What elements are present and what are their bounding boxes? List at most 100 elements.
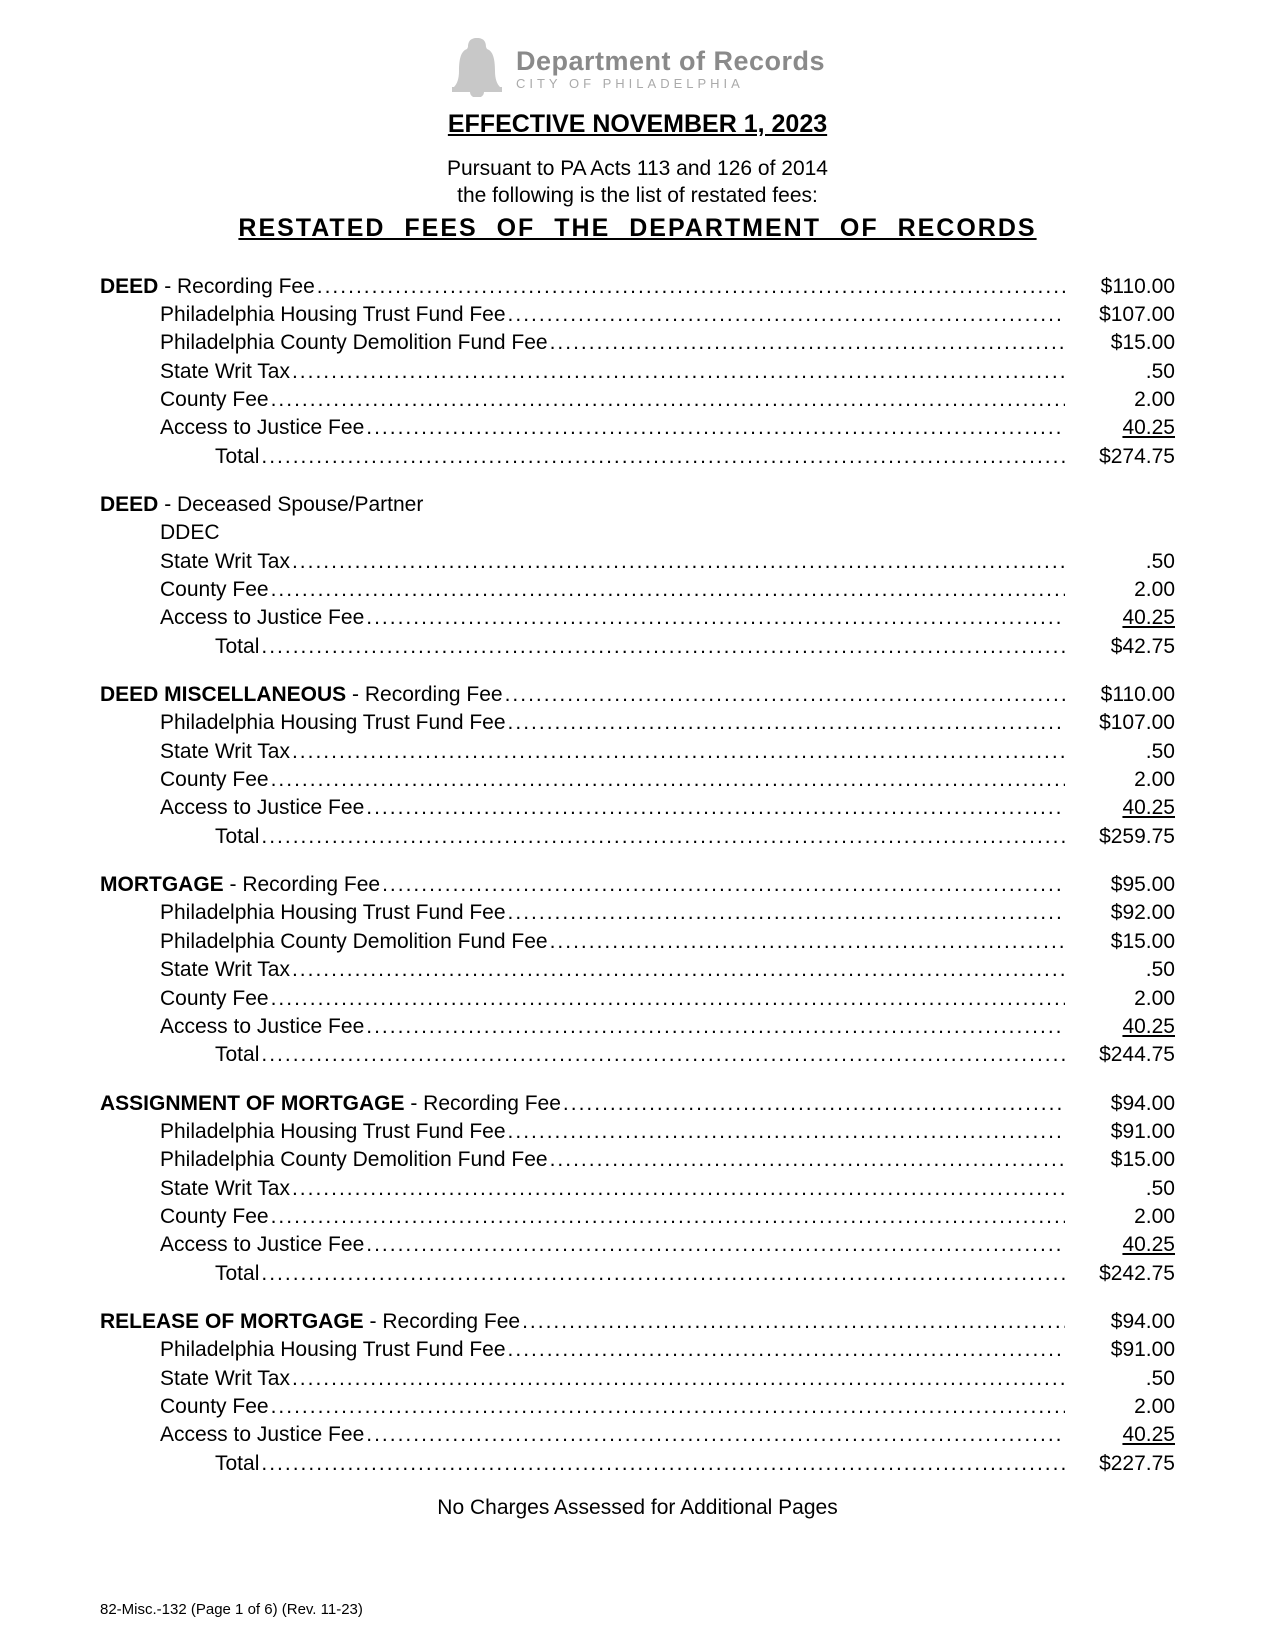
- dot-leader: [364, 1231, 1065, 1259]
- fee-row: County Fee 2.00: [100, 386, 1175, 414]
- section-head-bold: DEED: [100, 275, 158, 298]
- dot-leader: [548, 329, 1065, 357]
- fee-row: Access to Justice Fee40.25: [100, 414, 1175, 442]
- dot-leader: [290, 1175, 1065, 1203]
- fee-label: ASSIGNMENT OF MORTGAGE - Recording Fee: [100, 1090, 561, 1118]
- fee-label: DEED - Recording Fee: [100, 273, 315, 301]
- department-text-block: Department of Records CITY OF PHILADELPH…: [516, 48, 825, 90]
- fee-value: 40.25: [1065, 794, 1175, 822]
- fee-value: $15.00: [1065, 329, 1175, 357]
- fee-value: 2.00: [1065, 386, 1175, 414]
- fee-row: Access to Justice Fee 40.25: [100, 794, 1175, 822]
- total-label: Total: [215, 1041, 259, 1069]
- fee-row: Philadelphia County Demolition Fund Fee$…: [100, 1146, 1175, 1174]
- section-deed: DEED - Recording Fee $110.00 Philadelphi…: [100, 273, 1175, 471]
- dot-leader: [259, 443, 1065, 471]
- total-label: Total: [215, 443, 259, 471]
- fee-value: 40.25: [1065, 414, 1175, 442]
- fee-label: Philadelphia Housing Trust Fund Fee: [160, 899, 506, 927]
- dot-leader: [364, 414, 1065, 442]
- fee-value: .50: [1065, 1365, 1175, 1393]
- fee-value: 2.00: [1065, 1393, 1175, 1421]
- subtype-code: DDEC: [100, 519, 1175, 547]
- fee-label: MORTGAGE - Recording Fee: [100, 871, 380, 899]
- fee-label: County Fee: [160, 1203, 269, 1231]
- fee-label: Philadelphia Housing Trust Fund Fee: [160, 1336, 506, 1364]
- fee-row: County Fee2.00: [100, 1203, 1175, 1231]
- dot-leader: [259, 1041, 1065, 1069]
- total-value: $242.75: [1065, 1260, 1175, 1288]
- dot-leader: [380, 871, 1065, 899]
- dot-leader: [548, 928, 1065, 956]
- fee-row: Access to Justice Fee40.25: [100, 1231, 1175, 1259]
- fee-row: State Writ Tax .50: [100, 738, 1175, 766]
- section-head-rest: - Deceased Spouse/Partner: [158, 493, 423, 516]
- dot-leader: [290, 358, 1065, 386]
- total-label: Total: [215, 1260, 259, 1288]
- section-assignment: ASSIGNMENT OF MORTGAGE - Recording Fee $…: [100, 1090, 1175, 1288]
- fee-label: Philadelphia County Demolition Fund Fee: [160, 928, 548, 956]
- preamble-line-1: Pursuant to PA Acts 113 and 126 of 2014: [100, 155, 1175, 182]
- fee-label: Access to Justice Fee: [160, 794, 364, 822]
- fee-row: RELEASE OF MORTGAGE - Recording Fee $94.…: [100, 1308, 1175, 1336]
- section-head-rest: - Recording Fee: [224, 873, 380, 896]
- dot-leader: [269, 766, 1065, 794]
- fee-row: DEED MISCELLANEOUS - Recording Fee $110.…: [100, 681, 1175, 709]
- section-mortgage: MORTGAGE - Recording Fee $95.00 Philadel…: [100, 871, 1175, 1069]
- dot-leader: [548, 1146, 1065, 1174]
- total-value: $274.75: [1065, 443, 1175, 471]
- fee-row: Philadelphia Housing Trust Fund Fee$107.…: [100, 709, 1175, 737]
- fee-row: State Writ Tax.50: [100, 956, 1175, 984]
- fee-label: State Writ Tax: [160, 738, 290, 766]
- fee-value: $91.00: [1065, 1118, 1175, 1146]
- fee-value: 40.25: [1065, 1231, 1175, 1259]
- fee-row: County Fee2.00: [100, 576, 1175, 604]
- total-label: Total: [215, 633, 259, 661]
- fee-row: Philadelphia County Demolition Fund Fee$…: [100, 928, 1175, 956]
- fee-value: .50: [1065, 738, 1175, 766]
- fee-value: $15.00: [1065, 1146, 1175, 1174]
- fee-value: 2.00: [1065, 766, 1175, 794]
- fee-value: 40.25: [1065, 1421, 1175, 1449]
- dot-leader: [561, 1090, 1065, 1118]
- fee-row: Philadelphia Housing Trust Fund Fee$91.0…: [100, 1118, 1175, 1146]
- fee-row: State Writ Tax.50: [100, 358, 1175, 386]
- section-release: RELEASE OF MORTGAGE - Recording Fee $94.…: [100, 1308, 1175, 1478]
- fee-row-total: Total $42.75: [100, 633, 1175, 661]
- fee-row: Access to Justice Fee40.25: [100, 604, 1175, 632]
- fee-value: $91.00: [1065, 1336, 1175, 1364]
- section-head-rest: - Recording Fee: [364, 1310, 520, 1333]
- fee-row: Philadelphia Housing Trust Fund Fee $91.0…: [100, 1336, 1175, 1364]
- section-head-bold: MORTGAGE: [100, 873, 224, 896]
- document-page: Department of Records CITY OF PHILADELPH…: [0, 0, 1275, 1650]
- section-head-rest: - Recording Fee: [158, 275, 314, 298]
- section-head-rest: - Recording Fee: [405, 1092, 561, 1115]
- fee-label: State Writ Tax: [160, 548, 290, 576]
- fee-row: State Writ Tax.50: [100, 1175, 1175, 1203]
- dot-leader: [503, 681, 1065, 709]
- fee-label: County Fee: [160, 386, 269, 414]
- fee-row: County Fee2.00: [100, 985, 1175, 1013]
- fee-value: $110.00: [1065, 273, 1175, 301]
- total-label: Total: [215, 1450, 259, 1478]
- dot-leader: [506, 1336, 1065, 1364]
- fee-value: $107.00: [1065, 709, 1175, 737]
- dot-leader: [315, 273, 1065, 301]
- fee-label: State Writ Tax: [160, 1365, 290, 1393]
- fee-row: County Fee2.00: [100, 1393, 1175, 1421]
- fee-value: 2.00: [1065, 985, 1175, 1013]
- fee-value: .50: [1065, 358, 1175, 386]
- dot-leader: [269, 576, 1065, 604]
- dot-leader: [269, 1203, 1065, 1231]
- fee-label: DEED - Deceased Spouse/Partner: [100, 491, 423, 519]
- dot-leader: [506, 1118, 1065, 1146]
- dot-leader: [259, 633, 1065, 661]
- form-id: 82-Misc.-132 (Page 1 of 6) (Rev. 11-23): [100, 1601, 363, 1618]
- fee-label: County Fee: [160, 576, 269, 604]
- fee-row: MORTGAGE - Recording Fee $95.00: [100, 871, 1175, 899]
- section-head-rest: - Recording Fee: [346, 683, 502, 706]
- fee-value: $92.00: [1065, 899, 1175, 927]
- preamble-line-2: the following is the list of restated fe…: [100, 182, 1175, 209]
- fee-label: Philadelphia County Demolition Fund Fee: [160, 329, 548, 357]
- total-label: Total: [215, 823, 259, 851]
